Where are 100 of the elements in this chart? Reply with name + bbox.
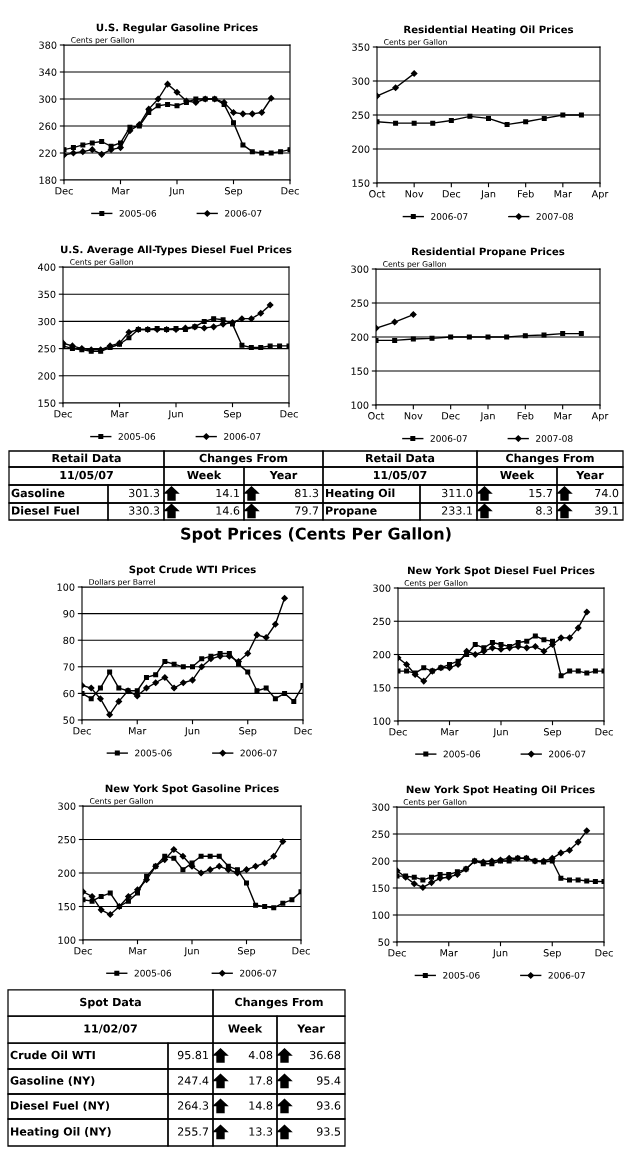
text: 74.0 (595, 488, 619, 498)
x-tick-label: Mar (554, 190, 572, 198)
y-tick-label: 350 (38, 290, 56, 299)
text: Week (228, 1024, 263, 1033)
y-tick-label: 200 (372, 857, 390, 865)
legend-label: 2005-06 (118, 433, 156, 440)
y-tick-label: 250 (351, 299, 369, 307)
y-tick-label: 80 (63, 636, 75, 645)
text: Year (297, 1024, 325, 1033)
legend-label: 2005-06 (443, 971, 480, 979)
text: 311.0 (442, 488, 473, 498)
legend-label: 2006-07 (240, 969, 277, 977)
x-tick-label: Dec (54, 410, 72, 418)
y-tick-label: 150 (373, 684, 391, 692)
text: Gasoline (11, 488, 65, 498)
text: 14.8 (249, 1101, 273, 1110)
text: Heating Oil (NY) (11, 1127, 111, 1138)
legend-label: 2006-07 (225, 209, 262, 217)
chart-title: New York Spot Diesel Fuel Prices (408, 566, 595, 577)
y-tick-label: 300 (58, 802, 76, 810)
y-tick-label: 150 (351, 367, 369, 375)
legend-label: 2007-08 (536, 435, 573, 442)
x-tick-label: Apr (591, 190, 609, 200)
y-tick-label: 250 (352, 111, 370, 119)
x-tick-label: Sep (237, 947, 256, 957)
text: 4.08 (248, 1050, 273, 1060)
x-tick-label: Nov (404, 412, 423, 420)
y-tick-label: 50 (378, 938, 390, 946)
x-tick-label: Sep (224, 187, 243, 197)
y-tick-label: 250 (372, 830, 390, 838)
chart-title: New York Spot Gasoline Prices (105, 784, 279, 795)
text: Changes From (199, 453, 288, 465)
legend-label: 2006-07 (430, 435, 467, 442)
text: 11/05/07 (374, 470, 427, 481)
text: 264.3 (178, 1101, 209, 1110)
x-tick-label: Mar (112, 187, 130, 195)
x-tick-label: Mar (441, 728, 459, 736)
text: Retail Data (366, 453, 435, 463)
x-tick-label: Dec (389, 728, 407, 736)
text: 79.7 (295, 506, 319, 515)
y-tick-label: 300 (352, 77, 370, 85)
text: Crude Oil WTI (10, 1050, 95, 1060)
y-tick-label: 300 (351, 265, 369, 273)
x-tick-label: Dec (281, 187, 299, 195)
y-tick-label: 50 (63, 716, 75, 724)
x-tick-label: Jun (184, 727, 200, 737)
x-tick-label: Sep (543, 949, 561, 959)
legend-label: 2006-07 (549, 750, 586, 758)
y-tick-label: 100 (372, 911, 390, 919)
text: 233.1 (442, 506, 472, 515)
y-tick-label: 300 (38, 317, 56, 326)
x-tick-label: Jun (167, 410, 183, 420)
text: 17.8 (249, 1076, 273, 1085)
y-tick-label: 300 (39, 95, 57, 103)
legend-label: 2005-06 (135, 749, 172, 757)
y-tick-label: 150 (372, 884, 390, 892)
y-tick-label: 400 (37, 263, 56, 271)
x-tick-label: Apr (591, 412, 609, 422)
y-tick-label: 70 (63, 663, 75, 671)
x-tick-label: Dec (280, 410, 298, 418)
x-tick-label: Dec (294, 727, 312, 735)
y-tick-label: 200 (38, 372, 56, 380)
y-tick-label: 300 (372, 803, 390, 811)
x-tick-label: Mar (554, 412, 572, 420)
x-tick-label: Dec (595, 728, 613, 736)
chart-title: Spot Crude WTI Prices (129, 565, 256, 576)
y-tick-label: 350 (352, 43, 370, 51)
y-tick-label: 380 (39, 41, 57, 49)
text: Spot Prices (Cents Per Gallon) (181, 527, 451, 543)
text: Heating Oil (326, 488, 395, 500)
text: 8.3 (536, 506, 553, 515)
y-tick-label: 340 (39, 68, 57, 76)
legend-label: 2006-07 (240, 749, 277, 757)
y-tick-label: 200 (352, 145, 370, 153)
y-tick-label: 100 (373, 717, 391, 725)
x-tick-label: Dec (442, 412, 460, 420)
text: 11/05/07 (60, 470, 113, 481)
text: 95.4 (316, 1076, 341, 1085)
x-tick-label: Dec (442, 190, 461, 198)
text: Retail Data (52, 453, 121, 463)
y-tick-label: 250 (373, 617, 391, 626)
text: Changes From (235, 997, 323, 1009)
y-tick-label: 150 (58, 902, 76, 911)
x-tick-label: Oct (369, 190, 386, 198)
legend-label: 2006-07 (431, 213, 468, 220)
y-tick-label: 250 (38, 345, 56, 353)
text: Week (500, 470, 535, 480)
x-tick-label: Mar (129, 947, 147, 955)
x-tick-label: Jun (492, 949, 508, 959)
y-tick-label: 100 (57, 583, 75, 591)
x-tick-label: Oct (368, 412, 385, 420)
text: Year (576, 470, 604, 480)
y-tick-label: 200 (58, 869, 76, 877)
x-tick-label: Dec (292, 947, 310, 955)
text: Week (187, 470, 222, 480)
y-tick-label: 200 (351, 333, 369, 341)
text: Changes From (506, 453, 594, 465)
text: 39.1 (595, 506, 618, 515)
x-tick-label: Jan (480, 190, 496, 200)
text: 95.81 (177, 1050, 208, 1060)
